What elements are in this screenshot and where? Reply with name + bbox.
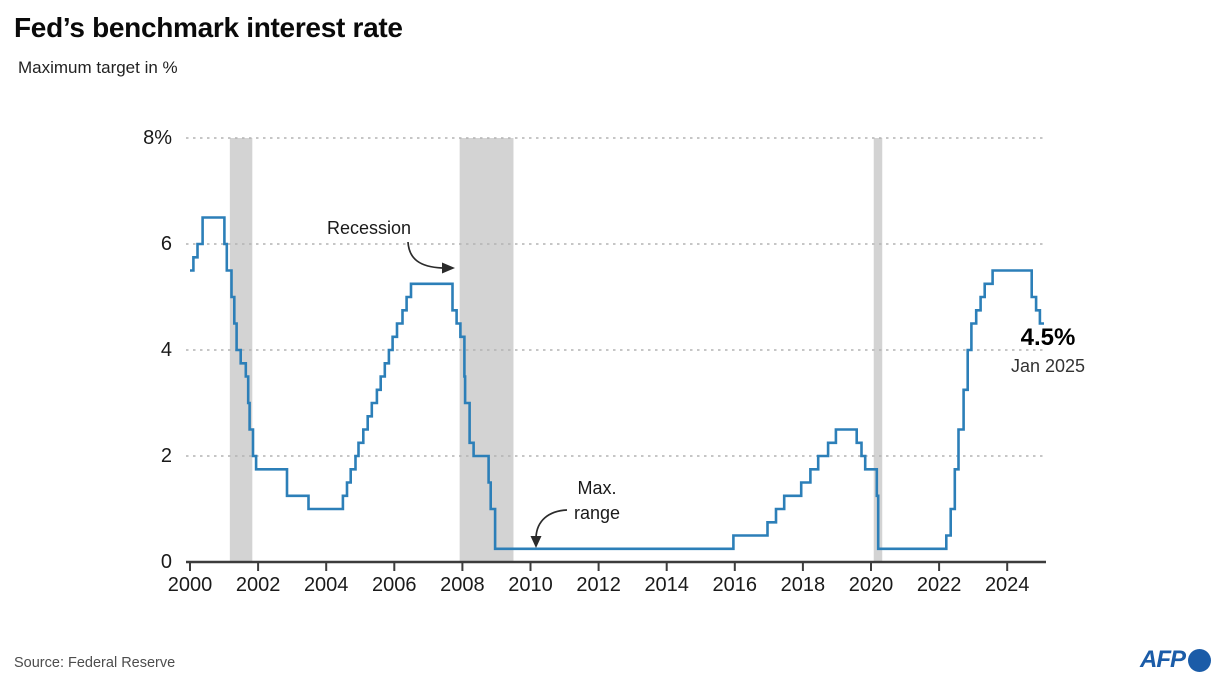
latest-rate-value: 4.5%	[1020, 324, 1076, 351]
latest-rate-callout: 4.5% Jan 2025	[1006, 324, 1090, 377]
max-range-line1: Max.	[577, 478, 617, 498]
x-axis-label: 2004	[304, 574, 349, 596]
x-axis-label: 2008	[440, 574, 485, 596]
recession-arrow	[407, 241, 443, 269]
y-axis-label: 6	[161, 233, 172, 255]
recession-annotation: Recession	[327, 218, 411, 239]
page-title: Fed’s benchmark interest rate	[14, 12, 403, 43]
x-axis-label: 2014	[644, 574, 689, 596]
x-axis-label: 2018	[781, 574, 826, 596]
x-axis-label: 2022	[917, 574, 962, 596]
max-range-line2: range	[573, 503, 621, 523]
x-axis-label: 2010	[508, 574, 553, 596]
max-range-arrow	[535, 509, 568, 538]
y-axis-label: 4	[161, 339, 172, 361]
x-axis-label: 2012	[576, 574, 621, 596]
recession-annotation-text: Recession	[327, 218, 412, 238]
afp-logo-text: AFP	[1140, 646, 1186, 673]
max-range-arrowhead	[530, 536, 542, 548]
recession-arrowhead	[442, 262, 455, 274]
afp-globe-icon	[1188, 648, 1211, 672]
y-axis-label: 0	[161, 551, 172, 573]
max-range-annotation: Max. range	[561, 476, 633, 526]
source-credit: Source: Federal Reserve	[14, 655, 176, 671]
rate-step-line	[190, 216, 1044, 551]
x-axis-label: 2024	[985, 574, 1030, 596]
x-axis-label: 2020	[849, 574, 894, 596]
latest-rate-date: Jan 2025	[1010, 356, 1086, 376]
recession-band	[873, 138, 883, 562]
x-axis-label: 2006	[372, 574, 417, 596]
chart-subtitle: Maximum target in %	[18, 58, 178, 77]
afp-logo: AFP	[1140, 646, 1211, 674]
y-axis-label: 2	[161, 445, 172, 467]
y-axis-label: 8%	[143, 127, 172, 149]
x-axis-label: 2002	[236, 574, 281, 596]
x-axis-label: 2016	[713, 574, 758, 596]
recession-band	[459, 138, 514, 562]
x-axis-label: 2000	[168, 574, 213, 596]
